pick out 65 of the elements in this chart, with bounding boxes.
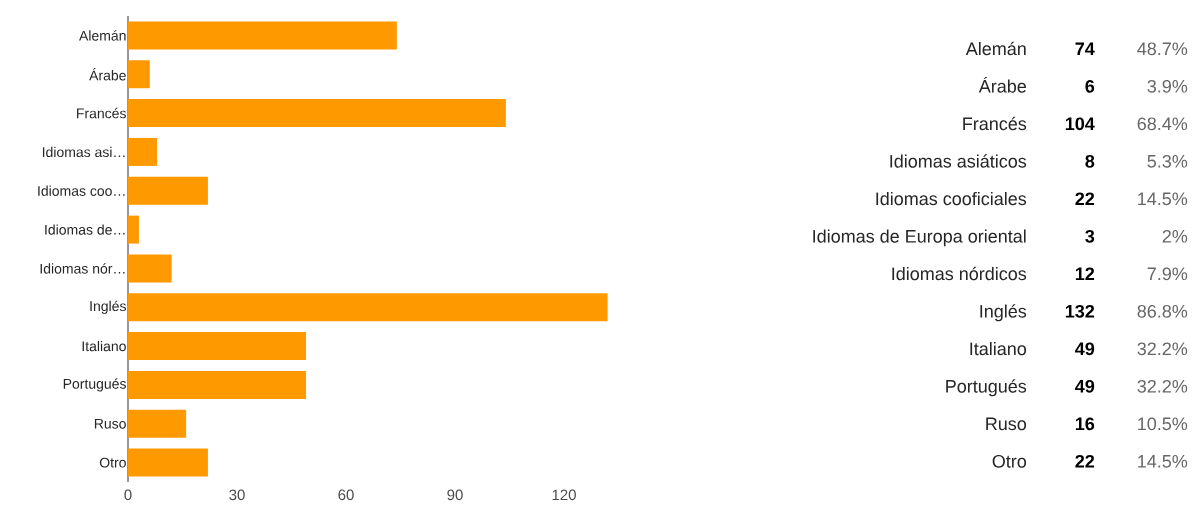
data-label: 74 [1075,42,1095,55]
data-label: 22 [1075,454,1095,468]
x-tick-label: 120 [552,489,576,501]
category-label: Portugués [946,379,1027,397]
data-label: 5.3% [1147,154,1188,168]
x-tick-label: 90 [447,489,463,501]
y-tick-label: Idiomas de… [45,224,125,235]
data-label: 14.5% [1138,192,1188,206]
y-tick-label: Francés [77,107,126,119]
data-label: 14.5% [1138,455,1188,468]
data-label: 132 [1065,304,1095,318]
y-tick-label: Italiano [82,340,126,352]
x-tick-label: 60 [338,489,354,501]
y-tick-label: Árabe [89,68,126,81]
y-tick-label: Portugués [63,378,126,392]
y-tick-label: Alemán [79,30,126,41]
bar [128,21,397,50]
category-label: Idiomas nórdicos [892,266,1027,281]
data-label: 22 [1075,192,1095,205]
y-tick-label: Idiomas asi… [42,146,125,158]
y-tick-label: Ruso [94,418,126,429]
data-label: 6 [1085,79,1095,93]
y-tick-label: Otro [99,457,126,468]
data-label: 3.9% [1147,79,1188,93]
bar [128,293,608,322]
y-tick-label: Idiomas nór… [40,263,125,274]
x-tick-label: 30 [229,489,245,501]
bar [128,409,187,438]
category-label: Francés [963,116,1027,131]
data-label: 16 [1075,417,1095,431]
data-label: 7.9% [1147,267,1188,281]
bar [128,215,139,244]
data-label: 48.7% [1137,42,1188,56]
bar [128,332,307,361]
data-label: 12 [1075,267,1095,281]
bar [128,137,158,166]
bar [128,60,150,89]
bar [128,370,307,399]
data-label: 32.2% [1137,342,1188,356]
data-label: 104 [1065,117,1095,131]
data-label: 8 [1085,154,1095,168]
data-label: 3 [1085,229,1095,243]
bar [128,448,208,477]
y-tick-label: Inglés [90,300,126,314]
category-label: Inglés [980,304,1027,322]
category-label: Idiomas de Europa oriental [813,229,1026,247]
bar [128,254,172,283]
category-label: Árabe [978,76,1026,93]
y-tick-label: Idiomas coo… [38,185,125,196]
data-label: 2% [1162,229,1188,243]
bar [128,176,208,205]
category-label: Idiomas asiáticos [890,154,1027,168]
category-label: Otro [992,454,1027,468]
bar [128,99,506,128]
category-label: Alemán [965,41,1026,56]
data-label: 68.4% [1137,117,1188,131]
data-label: 32.2% [1137,379,1188,393]
data-label: 49 [1075,342,1095,356]
data-label: 10.5% [1138,417,1188,431]
data-label: 86.8% [1137,304,1188,318]
data-label: 49 [1075,379,1095,393]
x-tick-label: 0 [124,489,132,501]
category-label: Ruso [986,417,1027,431]
category-label: Idiomas cooficiales [876,191,1027,206]
category-label: Italiano [970,341,1027,356]
